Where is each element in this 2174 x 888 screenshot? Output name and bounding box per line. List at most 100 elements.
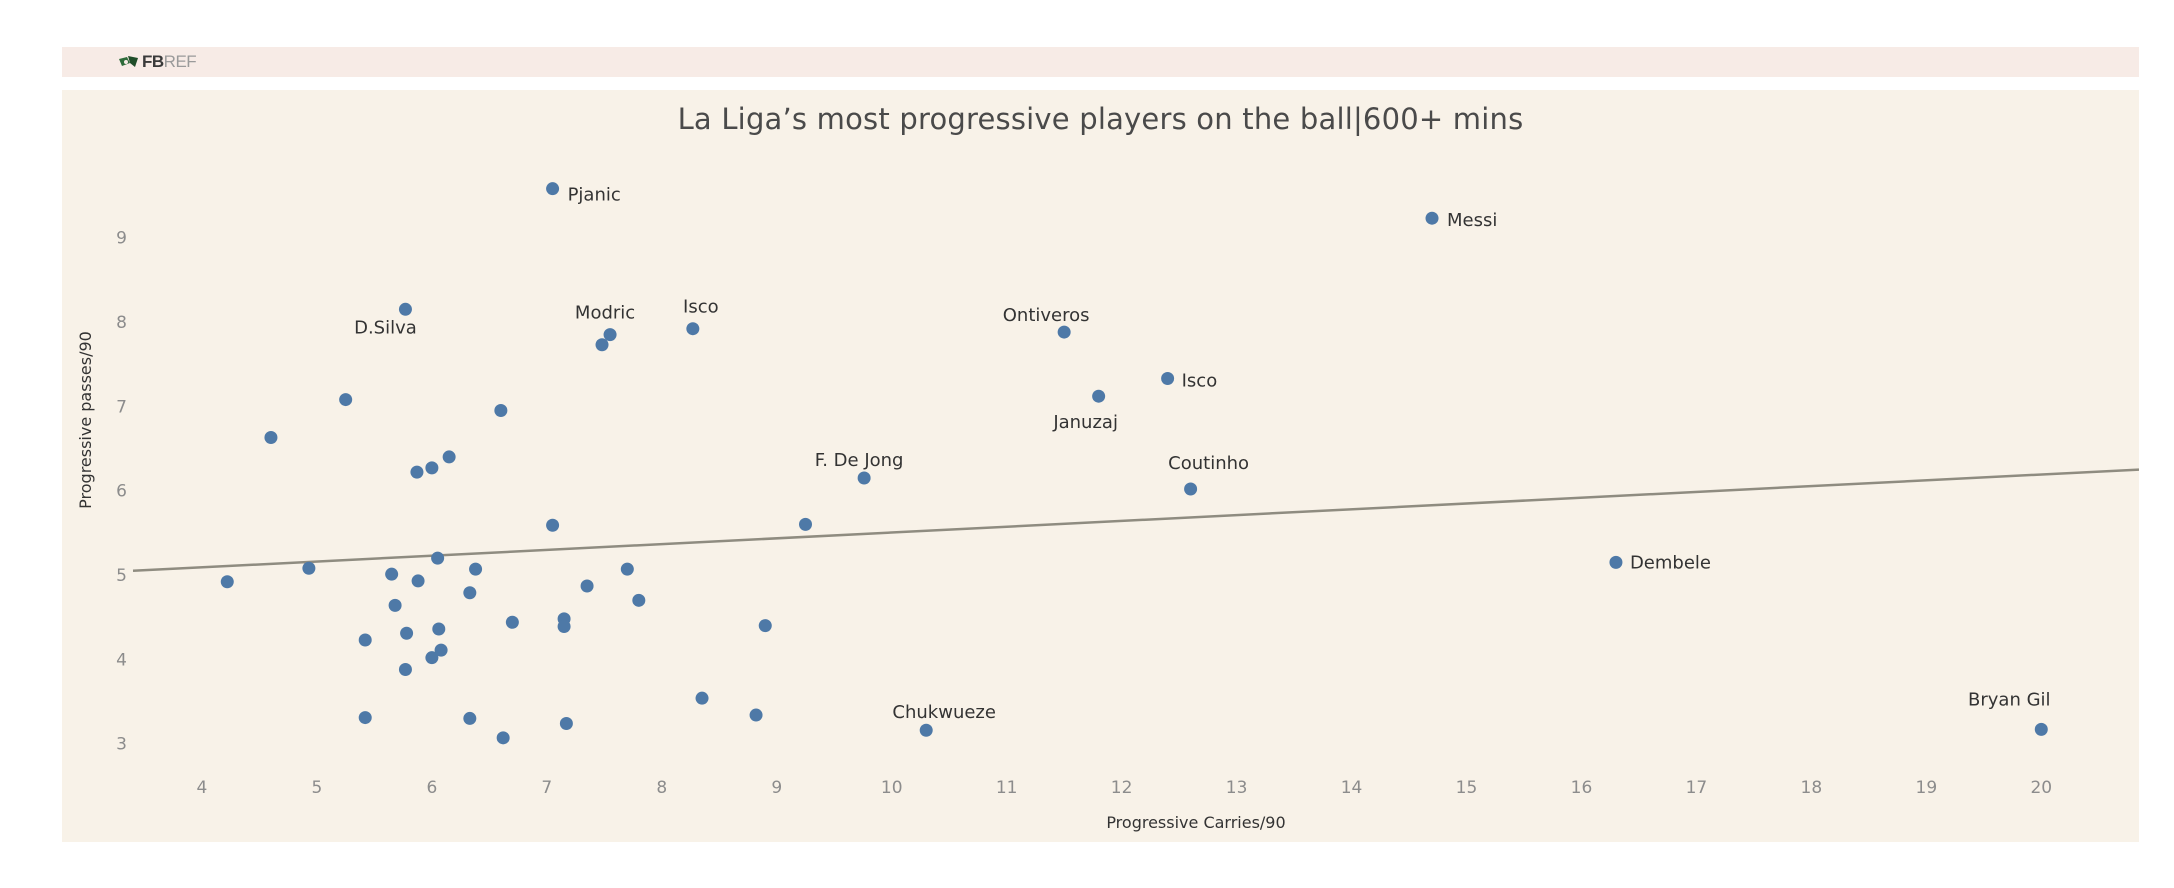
x-axis-ticks: 4 5 6 7 8 9 10 11 12 13 14 15 16 17 18 19 20 [197, 778, 2053, 798]
fbref-logo[interactable]: FBREF [118, 52, 197, 72]
data-point[interactable] [546, 182, 560, 196]
y-tick-label: 4 [116, 650, 127, 670]
data-point[interactable] [411, 574, 425, 588]
y-axis-ticks: 3 4 5 6 7 8 9 [116, 229, 127, 755]
data-point[interactable] [505, 615, 519, 629]
point-label: Messi [1447, 210, 1497, 231]
data-point[interactable] [1184, 482, 1198, 496]
point-labels: Pjanic Messi D.Silva Modric Isco Ontiveros Isc… [354, 185, 2050, 724]
y-tick-label: 3 [116, 735, 127, 755]
data-point[interactable] [1092, 389, 1106, 403]
data-point[interactable] [302, 561, 316, 575]
data-point[interactable] [1057, 325, 1071, 339]
logo-light: REF [163, 52, 197, 71]
data-point[interactable] [339, 393, 353, 407]
data-point[interactable] [398, 302, 412, 316]
x-tick-label: 17 [1686, 778, 1708, 798]
chart-title: La Liga’s most progressive players on th… [677, 102, 1524, 136]
data-point[interactable] [695, 691, 709, 705]
x-tick-label: 18 [1801, 778, 1823, 798]
data-point[interactable] [434, 643, 448, 657]
x-axis-title: Progressive Carries/90 [1106, 813, 1285, 832]
fbref-banner: FBREF [62, 47, 2139, 77]
x-tick-label: 6 [426, 778, 437, 798]
data-point[interactable] [442, 450, 456, 464]
data-point[interactable] [1609, 555, 1623, 569]
data-point[interactable] [798, 517, 812, 531]
data-point[interactable] [1161, 371, 1175, 385]
point-label: Coutinho [1168, 453, 1249, 474]
data-point[interactable] [758, 619, 772, 633]
data-point[interactable] [857, 471, 871, 485]
fbref-logo-text: FBREF [142, 52, 197, 72]
trend-line [132, 468, 2139, 573]
data-point[interactable] [388, 598, 402, 612]
x-tick-label: 9 [771, 778, 782, 798]
point-label: Dembele [1630, 552, 1711, 573]
data-point[interactable] [494, 404, 508, 418]
data-point[interactable] [358, 633, 372, 647]
data-point[interactable] [400, 626, 414, 640]
data-point[interactable] [595, 338, 609, 352]
data-points [220, 182, 2048, 745]
scatter-plot: 4 5 6 7 8 9 10 11 12 13 14 15 16 17 18 19 20 3 4 5 6 7 8 9 Pja… [76, 182, 2139, 832]
y-tick-label: 6 [116, 482, 127, 502]
x-tick-label: 10 [881, 778, 903, 798]
data-point[interactable] [220, 575, 234, 589]
x-tick-label: 8 [656, 778, 667, 798]
x-tick-label: 19 [1916, 778, 1938, 798]
data-point[interactable] [463, 711, 477, 725]
data-point[interactable] [749, 708, 763, 722]
point-label: Isco [1182, 370, 1218, 391]
data-point[interactable] [425, 651, 439, 665]
data-point[interactable] [264, 431, 278, 445]
point-label: F. De Jong [815, 450, 904, 471]
data-point[interactable] [385, 567, 399, 581]
data-point[interactable] [432, 622, 446, 636]
data-point[interactable] [919, 723, 933, 737]
x-tick-label: 4 [197, 778, 208, 798]
data-point[interactable] [546, 518, 560, 532]
point-label: Ontiveros [1003, 305, 1090, 326]
y-tick-label: 5 [116, 566, 127, 586]
data-point[interactable] [358, 711, 372, 725]
point-label: Chukwueze [892, 702, 996, 723]
data-point[interactable] [1425, 211, 1439, 225]
data-point[interactable] [559, 716, 573, 730]
data-point[interactable] [620, 562, 634, 576]
x-tick-label: 13 [1226, 778, 1248, 798]
data-point[interactable] [2034, 722, 2048, 736]
data-point[interactable] [686, 322, 700, 336]
data-point[interactable] [463, 586, 477, 600]
y-tick-label: 9 [116, 229, 127, 249]
point-label: Isco [683, 297, 719, 318]
data-point[interactable] [632, 593, 646, 607]
point-label: D.Silva [354, 317, 417, 338]
x-tick-label: 7 [541, 778, 552, 798]
x-tick-label: 15 [1456, 778, 1478, 798]
x-tick-label: 20 [2030, 778, 2052, 798]
x-tick-label: 16 [1571, 778, 1593, 798]
data-point[interactable] [603, 328, 617, 342]
data-point[interactable] [496, 731, 510, 745]
data-point[interactable] [580, 579, 594, 593]
data-point[interactable] [557, 619, 571, 633]
data-point[interactable] [410, 465, 424, 479]
data-point[interactable] [425, 461, 439, 475]
point-label: Pjanic [568, 185, 621, 206]
point-label: Modric [575, 303, 635, 324]
x-tick-label: 5 [312, 778, 323, 798]
data-point[interactable] [398, 662, 412, 676]
y-tick-label: 7 [116, 397, 127, 417]
x-tick-label: 12 [1111, 778, 1133, 798]
point-label: Bryan Gil [1968, 689, 2051, 710]
chart-panel: La Liga’s most progressive players on th… [62, 90, 2139, 842]
fbref-logo-icon [119, 56, 138, 67]
x-tick-label: 11 [996, 778, 1018, 798]
y-axis-title: Progressive passes/90 [76, 331, 95, 509]
data-point[interactable] [431, 551, 445, 565]
logo-main: FB [142, 52, 164, 71]
data-point[interactable] [469, 562, 483, 576]
x-tick-label: 14 [1341, 778, 1363, 798]
y-tick-label: 8 [116, 313, 127, 333]
